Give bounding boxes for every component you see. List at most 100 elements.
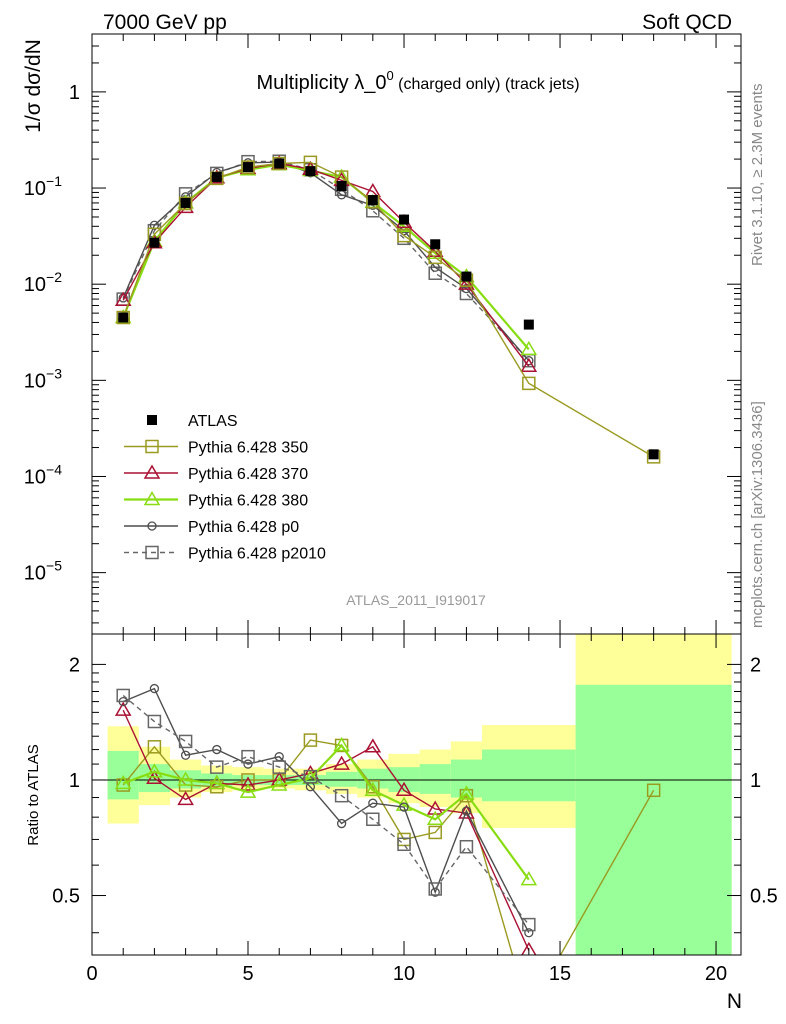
data-point-p350 — [397, 228, 411, 243]
legend-label-p370: Pythia 6.428 370 — [188, 466, 308, 483]
data-point-p370 — [426, 242, 444, 258]
ratio-line-pp0 — [122, 687, 530, 934]
ratio-ytick-label-right: 1 — [750, 770, 761, 792]
ratio-xlabel: N — [727, 990, 742, 1013]
data-point-p2010 — [459, 286, 474, 301]
data-point-atlas — [648, 449, 659, 460]
ratio-point-pp0 — [212, 744, 222, 755]
series-line-p380 — [122, 163, 530, 351]
ratio-point-p370 — [395, 781, 413, 797]
series-pp0 — [118, 157, 534, 366]
ratio-point-p370 — [239, 776, 257, 791]
main-ylabel: 1/σ dσ/dN — [22, 39, 45, 133]
ratio-point-p350 — [428, 825, 442, 840]
ratio-line-p380 — [122, 743, 530, 881]
rivet-label: Rivet 3.1.10, ≥ 2.3M events — [749, 84, 766, 267]
ratio-point-p2010 — [366, 812, 380, 827]
legend-marker-pp0 — [147, 521, 157, 531]
legend-label-p380: Pythia 6.428 380 — [188, 493, 308, 510]
legend-item-p370: Pythia 6.428 370 — [124, 464, 308, 483]
data-point-atlas — [336, 180, 347, 191]
ratio-point-p2010 — [522, 917, 536, 932]
data-point-atlas — [523, 319, 534, 330]
data-point-p350 — [272, 156, 286, 171]
ratio-series-pp0 — [118, 683, 534, 938]
xtick-label: 10 — [393, 963, 415, 985]
data-point-p380 — [520, 340, 538, 356]
legend-item-p380: Pythia 6.428 380 — [124, 491, 308, 510]
data-point-atlas — [149, 237, 160, 248]
ratio-point-p370 — [364, 738, 382, 753]
data-point-p350 — [178, 196, 193, 211]
ratio-axis-ticks: 0.5 0.51 12 20 5 10 15 20 — [52, 634, 778, 985]
ratio-point-p350 — [646, 783, 661, 798]
data-point-atlas — [305, 166, 316, 177]
xtick-label: 15 — [549, 963, 571, 985]
ratio-point-p2010 — [303, 769, 318, 784]
series-line-pp0 — [122, 161, 530, 362]
ratio-band-inner — [326, 771, 358, 787]
data-point-atlas — [461, 271, 472, 282]
ratio-panel: 0.5 0.51 12 20 5 10 15 20 Ratio to ATLAS N — [25, 633, 778, 1013]
ratio-point-p2010 — [147, 714, 162, 729]
data-point-p370 — [114, 291, 132, 307]
ratio-point-p350 — [366, 780, 380, 794]
ratio-point-p380 — [146, 763, 163, 778]
ratio-series-layer — [114, 683, 661, 955]
legend-item-p350: Pythia 6.428 350 — [124, 440, 308, 457]
ratio-series-p380 — [114, 736, 538, 886]
main-axis-ticks: 1 10−1 10−2 10−3 10−4 10−5 — [24, 33, 741, 634]
ratio-point-pp0 — [336, 818, 347, 829]
ratio-ytick-label-right: 0.5 — [750, 886, 778, 908]
data-point-p350 — [522, 376, 536, 391]
ratio-point-p380 — [364, 781, 382, 797]
ratio-ytick-label: 2 — [69, 654, 80, 676]
ratio-line-p2010 — [122, 694, 530, 926]
data-point-atlas — [243, 162, 254, 173]
main-ytick-label: 10−3 — [24, 365, 62, 392]
ratio-point-p370 — [177, 790, 194, 806]
series-line-p350 — [122, 161, 654, 458]
series-p2010 — [116, 154, 536, 368]
data-point-p350 — [241, 160, 255, 174]
ratio-point-p350 — [147, 740, 162, 754]
ratio-point-p380 — [114, 774, 132, 790]
series-atlas — [118, 158, 659, 460]
ratio-point-p2010 — [428, 882, 442, 896]
main-panel: 1 10−1 10−2 10−3 10−4 10−5 Multiplicity λ_00 … — [22, 33, 742, 635]
legend-marker-p2010 — [145, 545, 159, 560]
data-point-p370 — [458, 275, 475, 290]
ratio-frame — [91, 633, 742, 956]
data-point-atlas — [399, 214, 410, 225]
legend-label-p2010: Pythia 6.428 p2010 — [188, 546, 326, 563]
header-right: Soft QCD — [642, 11, 732, 34]
main-ytick-label: 1 — [69, 82, 80, 104]
ratio-ytick-label-right: 2 — [750, 654, 761, 676]
ratio-point-pp0 — [180, 750, 191, 760]
legend-marker-p350 — [145, 439, 159, 454]
ratio-point-p370 — [333, 755, 350, 770]
series-line-p2010 — [122, 160, 530, 362]
ratio-point-pp0 — [399, 802, 409, 812]
data-point-atlas — [180, 197, 191, 208]
main-ytick-label: 10−5 — [24, 558, 62, 585]
ratio-point-p2010 — [459, 839, 474, 854]
data-point-atlas — [118, 312, 129, 323]
xtick-label: 5 — [242, 963, 253, 985]
ratio-point-p370 — [114, 701, 132, 716]
ratio-point-pp0 — [368, 798, 378, 808]
data-point-p350 — [428, 250, 442, 265]
ratio-point-p380 — [458, 785, 475, 800]
ratio-point-p380 — [520, 871, 538, 886]
legend-marker-atlas — [147, 415, 157, 425]
legend-marker-p380 — [143, 491, 161, 506]
ratio-point-p380 — [270, 776, 288, 791]
ratio-point-p2010 — [116, 688, 130, 703]
ratio-band-inner — [482, 749, 576, 802]
data-point-atlas — [430, 239, 441, 250]
ratio-point-p2010 — [397, 837, 411, 852]
ratio-band-inner — [575, 684, 732, 955]
ratio-point-p2010 — [178, 734, 193, 749]
data-point-atlas — [211, 172, 222, 183]
